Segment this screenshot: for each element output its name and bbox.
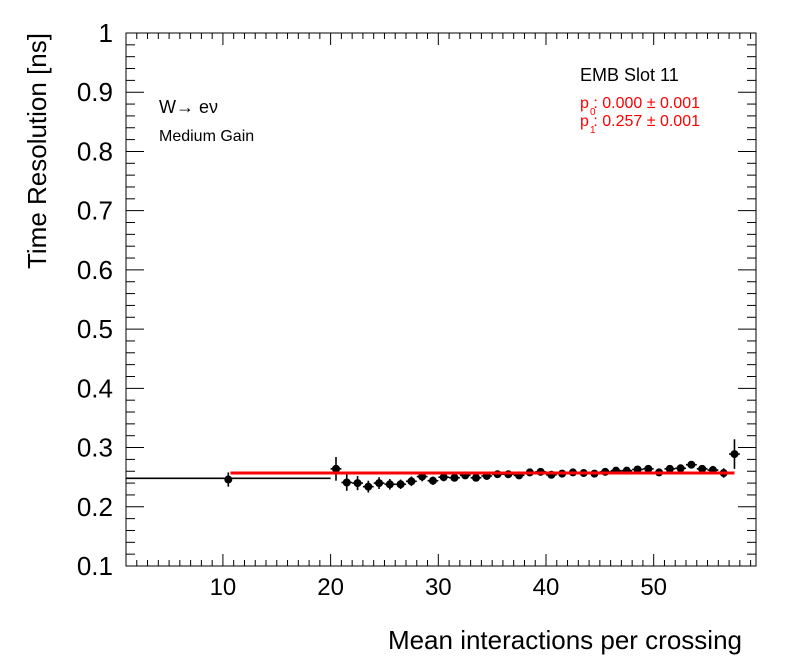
marker [332, 464, 340, 473]
marker [687, 460, 696, 469]
marker [385, 480, 394, 489]
y-tick-label: 0.8 [77, 136, 113, 166]
x-axis-ticks: 10 20 30 40 50 [136, 33, 752, 601]
data-point [341, 474, 353, 491]
channel-label: W→ eν [159, 97, 218, 117]
marker [698, 464, 707, 473]
data-point [384, 478, 396, 490]
y-tick-label: 1 [99, 18, 113, 48]
x-tick-label: 40 [533, 574, 560, 601]
y-tick-label: 0.3 [77, 433, 113, 463]
marker [676, 464, 685, 473]
marker [439, 473, 448, 482]
data-point [470, 473, 482, 482]
gain-label: Medium Gain [159, 128, 254, 145]
y-tick-label: 0.4 [77, 373, 113, 403]
y-tick-label: 0.2 [77, 492, 113, 522]
x-axis-label: Mean interactions per crossing [388, 625, 742, 655]
marker [396, 480, 405, 489]
x-tick-label: 30 [425, 574, 452, 601]
y-tick-label: 0.6 [77, 255, 113, 285]
y-axis-ticks: 0.1 0.2 0.3 0.4 0.5 0.6 0.7 0.8 0.9 1 [77, 18, 756, 581]
marker [407, 477, 416, 486]
plot-frame [125, 32, 757, 567]
fit-p0-subscript: 0 [590, 107, 596, 118]
data-point [632, 465, 643, 474]
marker [418, 472, 427, 481]
data-point [224, 472, 233, 487]
data-point [373, 477, 385, 490]
y-axis-label: Time Resolution [ns] [22, 33, 52, 269]
marker [450, 473, 459, 482]
data-point [438, 473, 450, 482]
fit-p1-subscript: 1 [590, 125, 596, 136]
data-point [729, 439, 740, 469]
slot-label: EMB Slot 11 [580, 65, 679, 85]
data-point [406, 476, 417, 487]
data-point [449, 473, 460, 482]
marker [665, 464, 674, 473]
marker [428, 476, 437, 485]
data-point [362, 480, 374, 493]
marker [633, 465, 642, 474]
y-tick-label: 0.5 [77, 314, 113, 344]
x-tick-label: 50 [640, 574, 667, 601]
data-point [664, 464, 676, 473]
y-tick-label: 0.1 [77, 551, 113, 581]
marker [364, 482, 373, 491]
y-tick-label: 0.9 [77, 77, 113, 107]
data-point [696, 464, 708, 473]
x-tick-label: 10 [210, 574, 237, 601]
data-point [395, 479, 406, 490]
y-tick-label: 0.7 [77, 196, 113, 226]
marker [472, 473, 480, 482]
fit-p0-text: p : 0.000 ± 0.001 [580, 95, 700, 112]
marker [644, 464, 653, 473]
marker [224, 475, 233, 484]
data-point [352, 475, 363, 491]
x-tick-label: 20 [317, 574, 344, 601]
data-point [686, 460, 697, 469]
data-point [427, 476, 439, 485]
data-point [330, 457, 342, 481]
fit-p1-text: p : 0.257 ± 0.001 [580, 113, 700, 130]
data-point [642, 464, 654, 473]
marker [342, 478, 351, 487]
data-point [675, 464, 686, 473]
marker [353, 479, 362, 488]
marker [375, 479, 384, 488]
marker [730, 450, 739, 459]
